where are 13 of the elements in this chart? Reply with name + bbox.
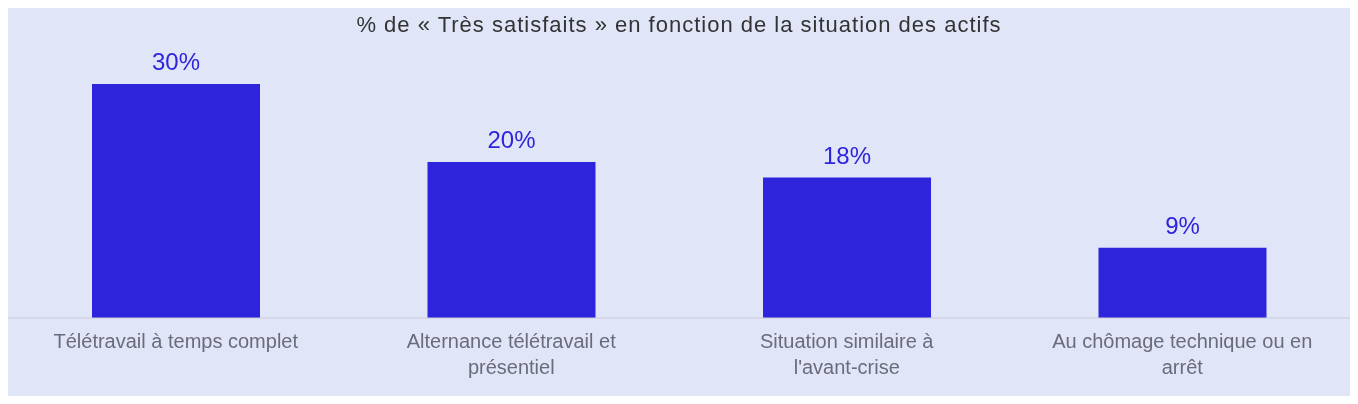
- data-label: 9%: [1165, 211, 1200, 239]
- bar: [1098, 247, 1267, 318]
- chart-title: % de « Très satisfaits » en fonction de la situation des actifs: [355, 12, 1003, 38]
- data-label: 20%: [487, 126, 536, 153]
- data-label: 30%: [151, 48, 201, 75]
- x-tick-label: Alternance télétravail et présentiel: [406, 330, 617, 378]
- data-label: 18%: [822, 141, 872, 169]
- x-tick-label: Télétravail à temps complet: [53, 330, 299, 352]
- x-tick-label: Situation similaire à l'avant-crise: [760, 330, 935, 378]
- bar: [92, 84, 260, 318]
- x-tick-label: Au chômage technique ou en arrêt: [1052, 330, 1313, 378]
- bar: [763, 177, 931, 318]
- bar: [427, 162, 596, 318]
